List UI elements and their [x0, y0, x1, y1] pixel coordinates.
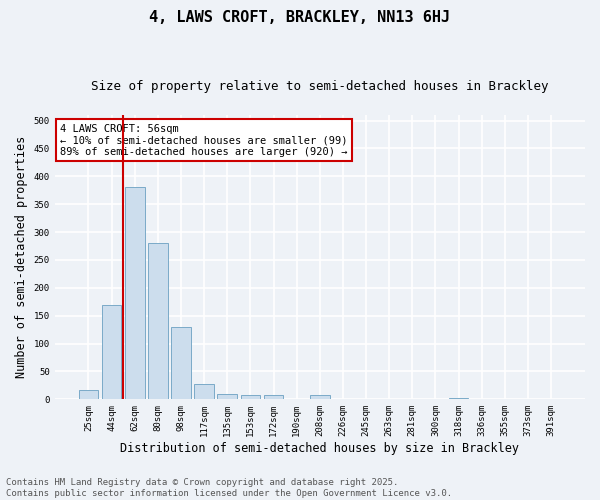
X-axis label: Distribution of semi-detached houses by size in Brackley: Distribution of semi-detached houses by … [120, 442, 519, 455]
Bar [449, 398, 469, 400]
Bar [125, 188, 145, 400]
Bar [194, 384, 214, 400]
Text: 4 LAWS CROFT: 56sqm
← 10% of semi-detached houses are smaller (99)
89% of semi-d: 4 LAWS CROFT: 56sqm ← 10% of semi-detach… [60, 124, 347, 156]
Bar [148, 243, 167, 400]
Y-axis label: Number of semi-detached properties: Number of semi-detached properties [15, 136, 28, 378]
Text: Contains HM Land Registry data © Crown copyright and database right 2025.
Contai: Contains HM Land Registry data © Crown c… [6, 478, 452, 498]
Title: Size of property relative to semi-detached houses in Brackley: Size of property relative to semi-detach… [91, 80, 548, 93]
Bar [171, 327, 191, 400]
Bar [241, 395, 260, 400]
Bar [263, 396, 283, 400]
Bar [102, 304, 121, 400]
Bar [79, 390, 98, 400]
Text: 4, LAWS CROFT, BRACKLEY, NN13 6HJ: 4, LAWS CROFT, BRACKLEY, NN13 6HJ [149, 10, 451, 25]
Bar [217, 394, 237, 400]
Bar [310, 396, 329, 400]
